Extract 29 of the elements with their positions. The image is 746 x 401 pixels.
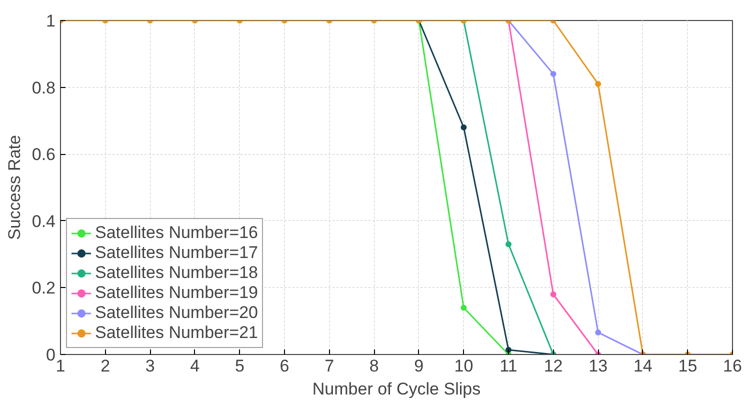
x-tick-label: 9: [414, 356, 424, 376]
x-tick-label: 16: [723, 356, 742, 376]
x-tick-label: 2: [100, 356, 110, 376]
legend-label: Satellites Number=16: [95, 223, 258, 243]
x-tick-label: 5: [234, 356, 244, 376]
x-tick-label: 12: [544, 356, 563, 376]
y-tick-label: 0: [46, 346, 56, 364]
x-tick-label: 15: [678, 356, 698, 376]
x-tick-label: 7: [324, 356, 334, 376]
legend-label: Satellites Number=17: [95, 243, 258, 263]
legend-label: Satellites Number=20: [95, 303, 258, 323]
y-tick-label: 0.8: [32, 78, 56, 98]
y-tick-label: 0.4: [32, 212, 56, 231]
x-tick-label: 3: [145, 356, 155, 376]
x-tick-label: 4: [190, 356, 200, 376]
x-tick-label: 10: [454, 356, 474, 376]
legend-label: Satellites Number=21: [95, 323, 258, 343]
y-axis-title: Success Rate: [4, 135, 24, 240]
x-axis-title: Number of Cycle Slips: [312, 380, 481, 398]
y-tick-label: 0.6: [32, 145, 56, 164]
x-tick-label: 14: [633, 356, 652, 376]
legend-label: Satellites Number=18: [95, 263, 258, 283]
legend-label: Satellites Number=19: [95, 283, 258, 303]
x-tick-label: 11: [500, 356, 518, 376]
y-tick-label: 1: [46, 12, 56, 30]
x-tick-label: 13: [588, 356, 608, 376]
y-tick-label: 0.2: [32, 278, 56, 298]
x-tick-label: 8: [369, 356, 379, 376]
x-tick-label: 6: [280, 356, 290, 376]
